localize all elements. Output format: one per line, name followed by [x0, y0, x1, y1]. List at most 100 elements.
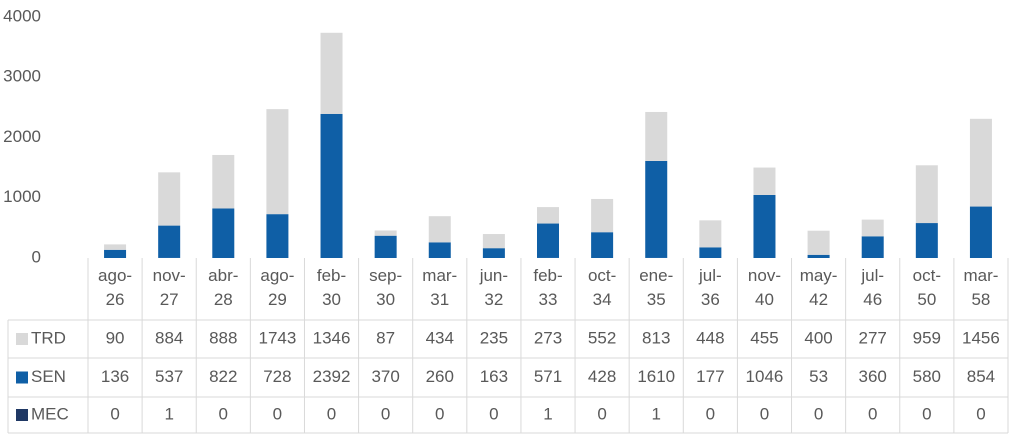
bar-segment: [591, 232, 613, 258]
bar-segment: [645, 161, 667, 258]
legend-label: MEC: [31, 404, 69, 423]
bar-segment: [104, 250, 126, 258]
x-tick-label: mar-58: [963, 266, 998, 309]
bar-segment: [537, 224, 559, 258]
bar-segment: [429, 216, 451, 242]
table-value: 1346: [313, 328, 351, 347]
y-tick-label: 2000: [3, 127, 41, 146]
x-tick-label: ago-26: [98, 266, 132, 309]
bar-segment: [862, 220, 884, 237]
bar-segment: [699, 220, 721, 247]
table-value: 0: [706, 404, 715, 423]
table-value: 0: [597, 404, 606, 423]
bar-segment: [429, 242, 451, 258]
x-tick-label: oct-34: [588, 266, 616, 309]
table-value: 1: [164, 404, 173, 423]
table-value: 400: [804, 328, 832, 347]
table-value: 273: [534, 328, 562, 347]
table-value: 136: [101, 367, 129, 386]
table-value: 0: [381, 404, 390, 423]
table-value: 888: [209, 328, 237, 347]
table-value: 177: [696, 367, 724, 386]
table-value: 163: [480, 367, 508, 386]
bar-segment: [808, 255, 830, 258]
x-tick-label: feb-30: [317, 266, 346, 309]
bar-segment: [808, 231, 830, 255]
legend-key: [16, 372, 28, 384]
bar-segment: [699, 247, 721, 258]
bar-segment: [916, 223, 938, 258]
table-value: 0: [814, 404, 823, 423]
table-value: 2392: [313, 367, 351, 386]
table-value: 277: [859, 328, 887, 347]
bar-segment: [212, 208, 234, 258]
bar-segment: [591, 199, 613, 232]
table-value: 0: [110, 404, 119, 423]
x-tick-label: nov-40: [748, 266, 781, 309]
bar-segment: [375, 236, 397, 258]
table-value: 813: [642, 328, 670, 347]
x-tick-label: sep-30: [369, 266, 402, 309]
table-value: 0: [922, 404, 931, 423]
bar-segment: [862, 236, 884, 258]
table-value: 90: [106, 328, 125, 347]
bar-segment: [321, 33, 343, 114]
bar-segment: [645, 112, 667, 161]
table-value: 0: [868, 404, 877, 423]
bar-segment: [158, 172, 180, 225]
table-value: 370: [371, 367, 399, 386]
x-tick-label: nov-27: [153, 266, 186, 309]
table-value: 854: [967, 367, 995, 386]
table-value: 260: [426, 367, 454, 386]
y-tick-label: 4000: [3, 6, 41, 25]
table-value: 537: [155, 367, 183, 386]
table-value: 1610: [637, 367, 675, 386]
table-value: 0: [327, 404, 336, 423]
bar-segment: [266, 214, 288, 258]
table-value: 1456: [962, 328, 1000, 347]
bar-segment: [916, 165, 938, 223]
x-tick-label: oct-50: [913, 266, 941, 309]
x-tick-label: jul-36: [698, 266, 722, 309]
table-value: 0: [976, 404, 985, 423]
x-tick-label: may-42: [800, 266, 838, 309]
table-value: 1743: [258, 328, 296, 347]
table-value: 53: [809, 367, 828, 386]
bar-segment: [321, 114, 343, 258]
x-tick-label: mar-31: [422, 266, 457, 309]
legend-key: [16, 409, 28, 421]
table-value: 0: [760, 404, 769, 423]
bar-segment: [212, 155, 234, 209]
bar-segment: [375, 230, 397, 235]
y-tick-label: 3000: [3, 67, 41, 86]
bar-segment: [753, 195, 775, 258]
table-value: 448: [696, 328, 724, 347]
table-value: 428: [588, 367, 616, 386]
legend-label: TRD: [31, 328, 66, 347]
x-tick-label: jul-46: [860, 266, 884, 309]
table-value: 0: [489, 404, 498, 423]
table-value: 0: [219, 404, 228, 423]
table-value: 235: [480, 328, 508, 347]
table-value: 455: [750, 328, 778, 347]
bar-segment: [266, 109, 288, 214]
bar-segment: [104, 244, 126, 249]
table-value: 884: [155, 328, 183, 347]
table-value: 571: [534, 367, 562, 386]
table-value: 822: [209, 367, 237, 386]
x-tick-label: ene-35: [639, 266, 673, 309]
table-value: 360: [859, 367, 887, 386]
x-tick-label: abr-28: [208, 266, 238, 309]
y-tick-label: 1000: [3, 187, 41, 206]
bar-segment: [483, 248, 505, 258]
table-value: 0: [273, 404, 282, 423]
x-tick-label: jun-32: [479, 266, 508, 309]
table-value: 728: [263, 367, 291, 386]
bar-segment: [970, 207, 992, 258]
table-value: 1: [652, 404, 661, 423]
x-tick-label: feb-33: [533, 266, 562, 309]
table-value: 552: [588, 328, 616, 347]
bar-segment: [970, 119, 992, 207]
table-value: 0: [435, 404, 444, 423]
